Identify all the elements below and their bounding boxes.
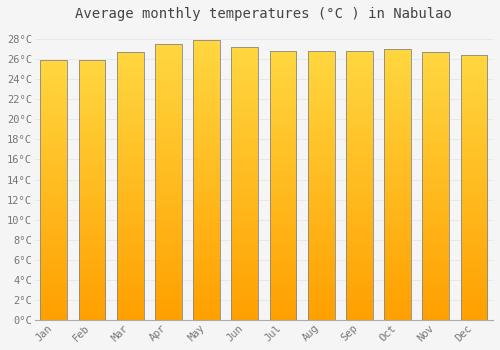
Title: Average monthly temperatures (°C ) in Nabulao: Average monthly temperatures (°C ) in Na… — [76, 7, 452, 21]
